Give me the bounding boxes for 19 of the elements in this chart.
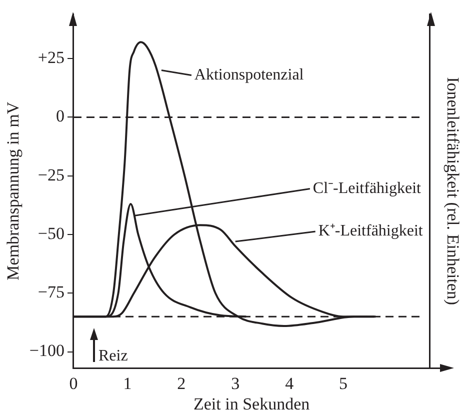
x-tick-label: 1 <box>123 374 132 393</box>
x-tick-label: 2 <box>177 374 186 393</box>
x-tick-label: 0 <box>69 374 78 393</box>
y2-axis-title: Ionenleitfähigkeit (rel. Einheiten) <box>443 77 462 306</box>
x-tick-label: 5 <box>339 374 348 393</box>
y-axis-title: Membranspannung in mV <box>4 101 23 280</box>
y-tick-label: −50 <box>38 224 64 243</box>
y-tick-label: −25 <box>38 165 64 184</box>
y-tick-label: −75 <box>38 282 64 302</box>
x-tick-label: 3 <box>231 374 240 393</box>
annotation: Aktionspotenzial <box>194 66 304 84</box>
x-axis-title: Zeit in Sekunden <box>193 394 310 414</box>
y-tick-label: 0 <box>56 106 64 126</box>
x-tick-label: 4 <box>285 374 294 393</box>
annotation: Reiz <box>98 347 128 364</box>
annotation: Cl⁻-Leitfähigkeit <box>312 180 422 197</box>
annotation: K⁺-Leitfähigkeit <box>318 222 424 240</box>
y-tick-label: +25 <box>38 48 64 68</box>
y-tick-label: −100 <box>29 341 64 360</box>
